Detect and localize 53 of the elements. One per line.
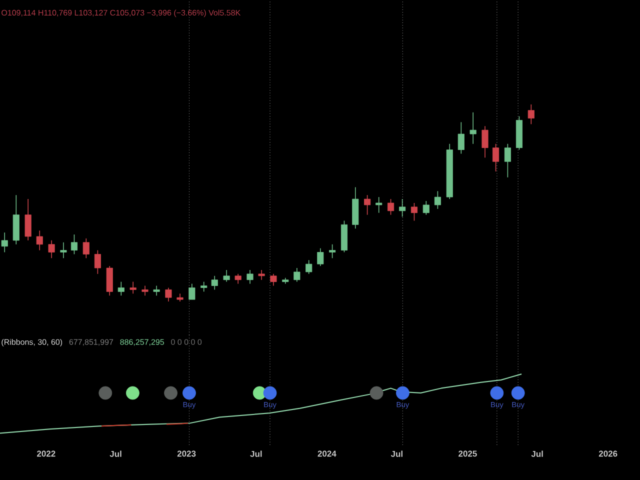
- candlestick: [48, 240, 55, 259]
- candlestick: [434, 190, 441, 210]
- candlestick: [24, 198, 32, 241]
- candlestick: [234, 274, 242, 284]
- candlestick: [376, 196, 382, 214]
- candlestick: [399, 198, 406, 218]
- candlestick: [118, 281, 124, 296]
- x-tick-label: 2026: [598, 450, 618, 457]
- candlestick: [36, 230, 43, 251]
- candlestick: [246, 270, 254, 284]
- candlestick: [317, 248, 324, 266]
- candlestick: [458, 122, 464, 154]
- candlestick: [70, 234, 78, 255]
- candlestick: [165, 287, 172, 302]
- candlestick: [211, 275, 218, 290]
- x-tick-label: Jul: [110, 450, 122, 457]
- x-tick-label: 2022: [37, 450, 56, 457]
- candlestick: [1, 232, 8, 253]
- text: (Ribbons, 30, 60): [2, 338, 62, 346]
- candlestick: [200, 281, 208, 292]
- candlestick: [60, 242, 67, 259]
- candlestick: [142, 285, 148, 296]
- x-tick-label: 2025: [458, 450, 477, 457]
- candlestick: [492, 143, 500, 172]
- text: 886,257,295: [120, 339, 164, 346]
- candlestick: [94, 250, 101, 274]
- x-tick-label: Jul: [531, 450, 543, 457]
- x-tick-label: 2024: [318, 450, 336, 457]
- candlestick: [387, 198, 394, 216]
- candlestick: [82, 238, 90, 259]
- candlestick: [223, 270, 230, 282]
- candlestick: [504, 143, 511, 178]
- candlestick: [410, 202, 418, 222]
- candlestick: [258, 270, 265, 280]
- x-tick-label: 2023: [177, 450, 196, 457]
- text: 677,851,997: [69, 339, 114, 346]
- candlestick: [294, 268, 300, 282]
- candlestick: [470, 112, 476, 144]
- text: 0 0 0 0 0: [171, 339, 202, 345]
- candlestick: [306, 260, 312, 274]
- candlestick: [130, 281, 136, 294]
- candlestick: [528, 104, 534, 125]
- x-tick-label: Jul: [250, 450, 262, 457]
- x-tick-label: Jul: [390, 450, 402, 457]
- candlestick: [329, 244, 336, 259]
- candlestick: [482, 126, 488, 158]
- candlestick: [153, 285, 160, 296]
- candlestick: [106, 266, 113, 296]
- candlestick: [422, 200, 430, 216]
- candlestick: [188, 283, 196, 300]
- candlestick: [270, 274, 277, 286]
- text: O109,114 H110,769 L103,127 C105,073 −3,996 (−3.66%) Vol5.58K: [2, 10, 241, 18]
- candlestick: [364, 194, 371, 216]
